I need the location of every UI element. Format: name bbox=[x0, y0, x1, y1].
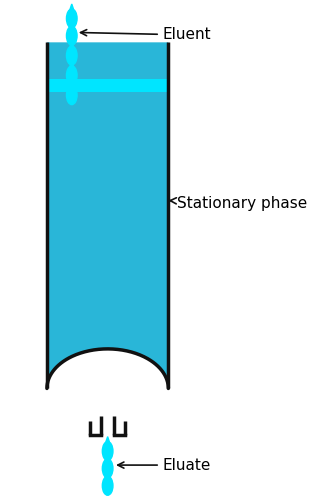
Circle shape bbox=[67, 86, 77, 104]
Circle shape bbox=[102, 459, 113, 478]
Polygon shape bbox=[103, 454, 112, 468]
Polygon shape bbox=[103, 472, 112, 485]
Polygon shape bbox=[47, 80, 168, 92]
Polygon shape bbox=[67, 4, 76, 18]
Text: Stationary phase: Stationary phase bbox=[170, 196, 307, 210]
Polygon shape bbox=[67, 61, 76, 74]
Polygon shape bbox=[67, 41, 76, 54]
Polygon shape bbox=[47, 42, 168, 389]
Circle shape bbox=[67, 26, 77, 46]
Circle shape bbox=[67, 9, 77, 28]
Circle shape bbox=[67, 66, 77, 85]
Circle shape bbox=[67, 46, 77, 65]
Circle shape bbox=[102, 442, 113, 460]
Polygon shape bbox=[67, 22, 76, 35]
Polygon shape bbox=[103, 436, 112, 450]
Polygon shape bbox=[67, 80, 76, 94]
Text: Eluent: Eluent bbox=[81, 28, 212, 42]
Text: Eluate: Eluate bbox=[118, 458, 211, 472]
Circle shape bbox=[102, 476, 113, 495]
